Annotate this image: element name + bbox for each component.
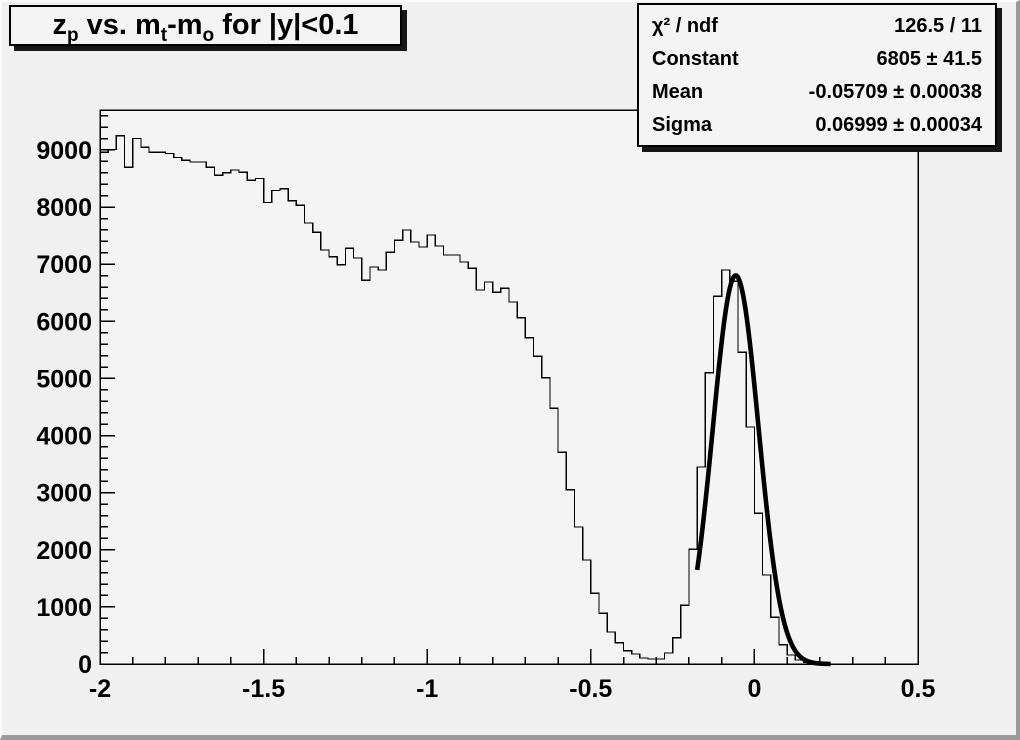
stats-row-chi2: χ² / ndf 126.5 / 11 bbox=[639, 16, 995, 36]
stats-value-mean: -0.05709 ± 0.00038 bbox=[808, 80, 982, 103]
y-tick-label: 0 bbox=[78, 651, 92, 679]
stats-value-sigma: 0.06999 ± 0.00034 bbox=[815, 113, 982, 136]
fit-stats-box: χ² / ndf 126.5 / 11 Constant 6805 ± 41.5… bbox=[637, 3, 997, 147]
stats-value-chi2: 126.5 / 11 bbox=[894, 14, 982, 37]
plot-title: zp vs. mt-mo for |y|<0.1 bbox=[52, 9, 359, 46]
y-tick-label: 1000 bbox=[36, 594, 92, 622]
x-tick-label: -1 bbox=[416, 675, 438, 703]
y-tick-label: 8000 bbox=[36, 194, 92, 222]
stats-row-constant: Constant 6805 ± 41.5 bbox=[639, 49, 995, 69]
stats-label-chi2: χ² / ndf bbox=[652, 14, 718, 37]
stats-row-mean: Mean -0.05709 ± 0.00038 bbox=[639, 82, 995, 102]
fit-curve bbox=[694, 273, 832, 667]
histogram-line bbox=[99, 135, 918, 665]
plot-title-box: zp vs. mt-mo for |y|<0.1 bbox=[9, 5, 402, 46]
stats-label-constant: Constant bbox=[652, 47, 739, 70]
y-tick-label: 5000 bbox=[36, 365, 92, 393]
y-tick-label: 9000 bbox=[36, 137, 92, 165]
y-tick-label: 3000 bbox=[36, 480, 92, 508]
stats-label-sigma: Sigma bbox=[652, 113, 713, 136]
y-tick-label: 4000 bbox=[36, 423, 92, 451]
x-tick-label: 0.5 bbox=[901, 675, 936, 703]
y-tick-label: 6000 bbox=[36, 308, 92, 336]
y-tick-label: 7000 bbox=[36, 251, 92, 279]
plot-frame bbox=[99, 109, 919, 665]
stats-label-mean: Mean bbox=[652, 80, 704, 103]
y-tick-label: 2000 bbox=[36, 537, 92, 565]
x-tick-label: -1.5 bbox=[242, 675, 285, 703]
stats-value-constant: 6805 ± 41.5 bbox=[876, 47, 982, 70]
x-tick-label: -2 bbox=[89, 675, 111, 703]
x-tick-label: 0 bbox=[747, 675, 761, 703]
x-tick-label: -0.5 bbox=[569, 675, 612, 703]
stats-row-sigma: Sigma 0.06999 ± 0.00034 bbox=[639, 115, 995, 135]
